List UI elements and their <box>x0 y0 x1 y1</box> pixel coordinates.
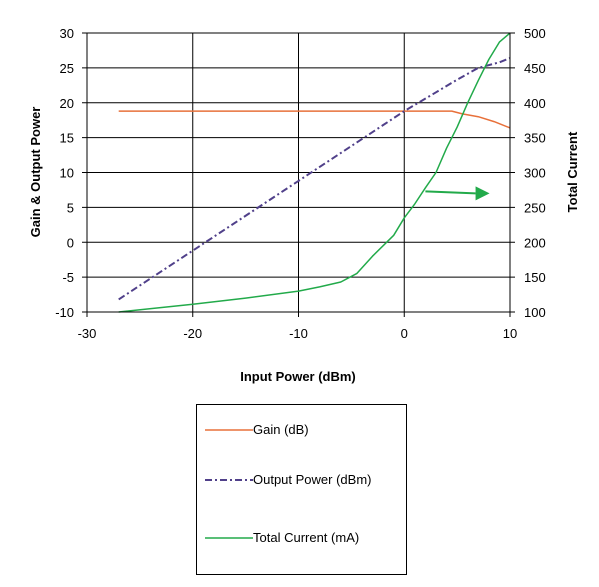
y-tick-label-3: 5 <box>67 200 74 215</box>
x-tick-label-1: -20 <box>183 326 202 341</box>
legend: Gain (dB) Output Power (dBm) Total Curre… <box>196 404 407 575</box>
y2-tick-label-0: 100 <box>524 305 546 320</box>
y2-tick-label-3: 250 <box>524 200 546 215</box>
annotation-layer <box>425 186 490 201</box>
annotation-arrow-shaft <box>425 190 476 195</box>
series-line-total-current <box>118 32 511 313</box>
x-tick-label-0: -30 <box>78 326 97 341</box>
y2-tick-label-6: 400 <box>524 96 546 111</box>
legend-swatch-gain <box>205 429 253 431</box>
y-tick-label-4: 10 <box>60 166 74 181</box>
y2-tick-label-1: 150 <box>524 270 546 285</box>
y-tick-label-7: 25 <box>60 61 74 76</box>
x-tick-label-4: 10 <box>503 326 517 341</box>
legend-item-output-power: Output Power (dBm) <box>205 471 383 488</box>
y-tick-labels: -10 -5 0 5 10 15 20 25 30 <box>55 26 87 320</box>
y2-axis-title: Total Current <box>565 131 580 212</box>
legend-label-total-current: Total Current (mA) <box>253 530 360 545</box>
series-layer <box>118 32 511 313</box>
series-line-output-power <box>118 57 511 301</box>
y2-tick-label-7: 450 <box>524 61 546 76</box>
legend-swatch-total-current <box>205 537 253 539</box>
y-tick-label-6: 20 <box>60 96 74 111</box>
legend-item-total-current: Total Current (mA) <box>205 529 359 546</box>
annotation-arrow-head <box>475 186 490 201</box>
chart-svg: -30 -20 -10 0 10 -10 -5 0 5 10 15 20 25 30 100 150 200… <box>28 26 580 384</box>
x-tick-labels: -30 -20 -10 0 10 <box>78 312 517 341</box>
y-tick-label-5: 15 <box>60 131 74 146</box>
y-tick-label-1: -5 <box>62 270 74 285</box>
legend-item-gain: Gain (dB) <box>205 421 309 438</box>
y-tick-label-8: 30 <box>60 26 74 41</box>
x-tick-label-2: -10 <box>289 326 308 341</box>
x-tick-label-3: 0 <box>401 326 408 341</box>
series-line-gain <box>118 110 511 129</box>
y2-tick-label-5: 350 <box>524 131 546 146</box>
y2-tick-label-4: 300 <box>524 166 546 181</box>
legend-label-gain: Gain (dB) <box>253 422 309 437</box>
legend-swatch-output-power <box>205 479 253 481</box>
y2-tick-label-8: 500 <box>524 26 546 41</box>
y-tick-label-0: -10 <box>55 305 74 320</box>
legend-label-output-power: Output Power (dBm) <box>253 472 372 487</box>
y-axis-title: Gain & Output Power <box>28 107 43 238</box>
x-axis-title: Input Power (dBm) <box>240 369 356 384</box>
y2-tick-labels: 100 150 200 250 300 350 400 450 500 <box>510 26 546 320</box>
y2-tick-label-2: 200 <box>524 235 546 250</box>
y-tick-label-2: 0 <box>67 235 74 250</box>
